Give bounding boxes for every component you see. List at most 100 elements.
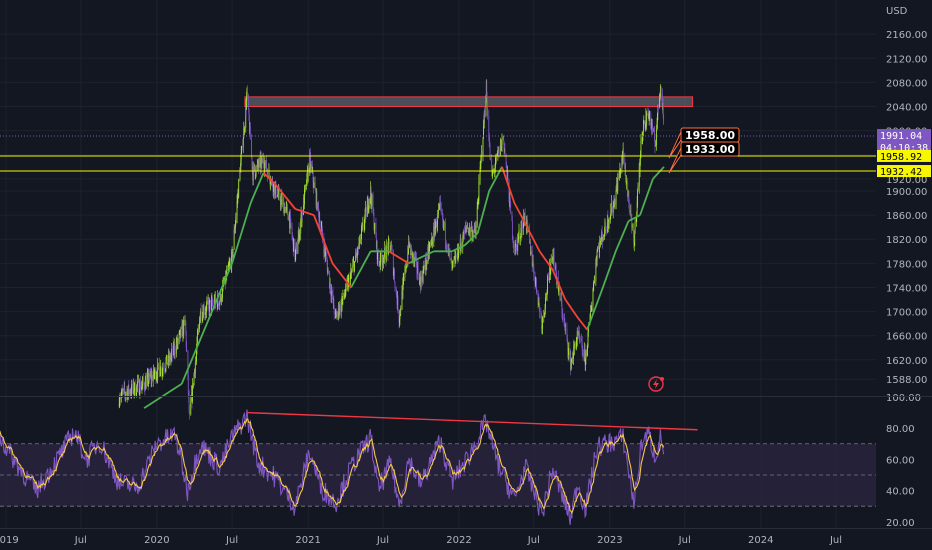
- candle-body-418: [361, 227, 362, 239]
- price-axis[interactable]: USD 2160.002120.002080.002040.002000.001…: [877, 6, 931, 386]
- candle-body-341: [316, 192, 317, 206]
- candle-body-706: [527, 220, 529, 228]
- candle-body-172: [218, 302, 219, 306]
- candle-body-427: [365, 207, 367, 217]
- price-pane[interactable]: 1958.00 1933.00: [0, 79, 876, 420]
- candle-body-421: [362, 222, 364, 224]
- candle-body-167: [215, 295, 216, 301]
- callout-1933-box: [680, 141, 740, 157]
- candle-body-715: [532, 261, 534, 267]
- resistance-zone[interactable]: [244, 96, 694, 107]
- candle-body-99: [176, 342, 178, 345]
- candle-body-920: [651, 122, 653, 131]
- candle-body-8: [123, 386, 125, 390]
- candle-body-742: [547, 277, 549, 280]
- candle-body-466: [388, 240, 390, 242]
- lightning-icon-dot: [660, 377, 664, 381]
- candle-body-340: [315, 191, 317, 206]
- candle-body-713: [531, 251, 533, 266]
- candle-body-215: [243, 127, 245, 139]
- candle-body-203: [236, 201, 238, 217]
- candle-body-940: [662, 104, 664, 116]
- candle-body-431: [368, 208, 369, 210]
- candle-body-651: [495, 156, 497, 165]
- candle-body-449: [378, 263, 380, 266]
- candle-body-893: [635, 218, 637, 222]
- candle-body-339: [315, 190, 316, 192]
- candle-body-202: [235, 216, 237, 224]
- candle-body-850: [610, 209, 612, 214]
- candle-body-898: [638, 164, 640, 187]
- candle-body-710: [529, 241, 531, 243]
- candle-body-404: [352, 262, 354, 266]
- candle-body-819: [592, 285, 594, 291]
- candle-body-366: [330, 291, 332, 297]
- candle-body-239: [257, 161, 259, 165]
- candle-body-309: [297, 236, 299, 245]
- candle-body-214: [242, 138, 244, 147]
- rsi-trendline[interactable]: [246, 411, 698, 431]
- candle-body-222: [246, 88, 248, 97]
- candle-body-142: [200, 309, 202, 319]
- lightning-icon-bolt: [653, 379, 659, 389]
- candle-body-711: [530, 241, 531, 255]
- candle-body-499: [407, 251, 409, 254]
- candle-body-23: [132, 384, 134, 390]
- candle-body-809: [587, 346, 588, 350]
- rsi-pane[interactable]: [0, 409, 876, 525]
- candle-body-729: [540, 314, 542, 319]
- candle-body-77: [163, 367, 164, 370]
- candle-body-583: [456, 256, 458, 258]
- candle-body-7: [122, 389, 124, 392]
- candle-body-579: [454, 257, 455, 260]
- candle-body-398: [349, 277, 351, 285]
- candle-body-207: [238, 179, 240, 197]
- candle-body-498: [407, 251, 409, 266]
- candle-body-298: [291, 226, 293, 237]
- candle-body-717: [533, 268, 535, 277]
- candle-body-487: [400, 309, 402, 312]
- candle-body-724: [537, 299, 539, 305]
- callout-1958[interactable]: 1958.00: [668, 127, 740, 159]
- currency-label: USD: [886, 6, 908, 17]
- candle-body-864: [619, 171, 620, 177]
- candle-body-326: [307, 171, 309, 181]
- candle-body-0: [118, 403, 120, 407]
- candle-body-620: [477, 202, 479, 204]
- candle-body-161: [211, 298, 213, 304]
- candle-body-113: [184, 320, 186, 322]
- candle-body-738: [546, 294, 548, 297]
- candle-body-677: [510, 202, 512, 212]
- candle-body-337: [313, 182, 315, 188]
- candle-body-224: [248, 109, 250, 120]
- candle-body-9: [124, 386, 126, 393]
- candle-body-382: [339, 304, 341, 313]
- level-1933-tag-label: 1932.42: [880, 167, 922, 178]
- candle-body-30: [136, 385, 138, 395]
- candle-body-178: [222, 285, 223, 299]
- candle-body-376: [336, 313, 338, 317]
- callout-1933[interactable]: 1933.00: [668, 141, 740, 174]
- candle-body-225: [249, 119, 250, 133]
- candle-body-493: [404, 271, 406, 278]
- candle-body-669: [506, 164, 507, 167]
- candle-body-712: [530, 251, 532, 255]
- candle-body-157: [209, 300, 211, 302]
- price-tags: 1991.04 04:10:38 1958.92 1932.42: [877, 129, 931, 178]
- candle-body-452: [380, 252, 381, 266]
- candle-body-465: [387, 241, 389, 255]
- candle-body-897: [637, 186, 639, 191]
- candle-body-364: [329, 282, 331, 288]
- candle-body-519: [419, 274, 421, 285]
- candle-body-174: [219, 299, 221, 302]
- time-axis[interactable]: 2019 Jul 2020 Jul 2021 Jul 2022 Jul 2023 Jul 2024 J…: [0, 535, 842, 546]
- candle-body-578: [453, 259, 455, 261]
- candle-body-302: [293, 239, 295, 252]
- candle-body-303: [294, 239, 296, 260]
- candle-body-451: [379, 263, 381, 266]
- candle-body-623: [479, 166, 481, 181]
- lightning-icon[interactable]: [648, 376, 664, 392]
- candle-body-767: [562, 314, 564, 320]
- candle-body-54: [150, 374, 152, 377]
